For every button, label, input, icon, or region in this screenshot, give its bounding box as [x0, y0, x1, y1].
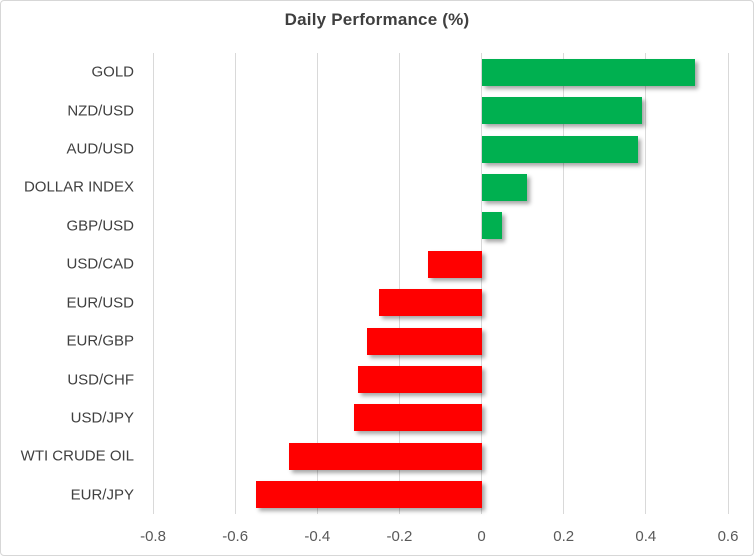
- bar-usd-cad: [428, 250, 482, 278]
- gridline--0.2: [398, 53, 400, 514]
- category-label-usd-jpy: USD/JPY: [70, 409, 134, 427]
- bar-eur-usd: [378, 289, 482, 317]
- x-tick-label--0.8: -0.8: [140, 528, 166, 545]
- gridline--0.4: [316, 53, 318, 514]
- category-label-eur-gbp: EUR/GBP: [66, 332, 134, 350]
- chart-title: Daily Performance (%): [284, 10, 470, 29]
- x-tick-label--0.6: -0.6: [222, 528, 249, 545]
- x-tick-label--0.4: -0.4: [304, 528, 331, 545]
- bar-gbp-usd: [481, 212, 503, 240]
- category-label-aud-usd: AUD/USD: [66, 140, 134, 158]
- x-tick-label-0.6: 0.6: [717, 528, 739, 545]
- gridline--0.8: [152, 53, 154, 514]
- gridline-0: [481, 53, 483, 514]
- category-label-gbp-usd: GBP/USD: [66, 217, 134, 235]
- x-tick-label--0.2: -0.2: [386, 528, 413, 545]
- gridline-0.4: [645, 53, 647, 514]
- bar-eur-gbp: [366, 327, 482, 355]
- category-label-gold: GOLD: [91, 63, 134, 81]
- bar-eur-jpy: [255, 481, 482, 509]
- category-label-wti-crude-oil: WTI CRUDE OIL: [20, 447, 134, 465]
- bar-gold: [481, 58, 696, 86]
- category-label-dollar-index: DOLLAR INDEX: [23, 178, 134, 196]
- bar-nzd-usd: [481, 97, 642, 125]
- bar-wti-crude-oil: [288, 442, 482, 470]
- bar-usd-jpy: [354, 404, 482, 432]
- bar-dollar-index: [481, 173, 527, 201]
- bar-aud-usd: [481, 135, 638, 163]
- category-label-eur-jpy: EUR/JPY: [70, 486, 134, 504]
- gridline-0.6: [727, 53, 729, 514]
- x-tick-label-0: 0: [477, 528, 486, 545]
- category-label-usd-cad: USD/CAD: [66, 255, 134, 273]
- x-tick-label-0.2: 0.2: [553, 528, 575, 545]
- gridline--0.6: [234, 53, 236, 514]
- bar-usd-chf: [358, 366, 482, 394]
- category-label-nzd-usd: NZD/USD: [67, 102, 134, 120]
- category-label-usd-chf: USD/CHF: [67, 371, 134, 389]
- category-label-eur-usd: EUR/USD: [66, 294, 134, 312]
- x-tick-label-0.4: 0.4: [635, 528, 657, 545]
- gridline-0.2: [563, 53, 565, 514]
